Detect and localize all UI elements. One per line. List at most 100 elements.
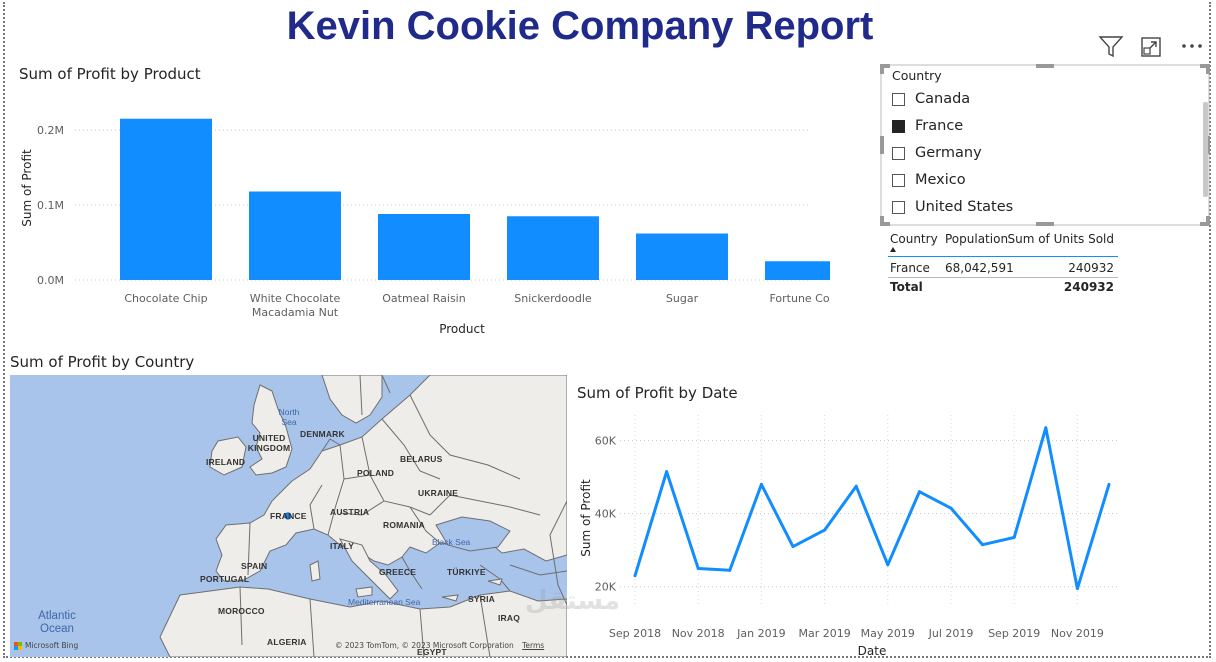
row-divider — [888, 277, 1118, 278]
slicer-option-label: United States — [915, 199, 1014, 215]
checkbox-checked-icon[interactable] — [892, 119, 905, 133]
column-header-population[interactable]: Population — [945, 232, 1009, 246]
x-tick-label: Jul 2019 — [928, 627, 974, 640]
total-value: 240932 — [1063, 280, 1114, 294]
map-terms-link[interactable]: Terms — [522, 641, 545, 650]
bar[interactable] — [507, 216, 599, 280]
profit-by-date-chart: 20K 40K 60K Sep 2018 Nov 2018 Jan 2019 Mar 201… — [579, 415, 1117, 658]
y-tick-label: 0.0M — [37, 274, 64, 287]
report-title: Kevin Cookie Company Report — [286, 4, 874, 48]
map-label-syria: SYRIA — [468, 594, 495, 604]
x-tick-label: Oatmeal Raisin — [382, 292, 465, 305]
bar[interactable] — [378, 214, 470, 280]
slicer-option-germany[interactable]: Germany — [892, 141, 982, 165]
bar[interactable] — [636, 233, 728, 281]
y-tick-label: 0.2M — [37, 124, 64, 137]
slicer-option-mexico[interactable]: Mexico — [892, 168, 966, 192]
x-tick-label: May 2019 — [861, 627, 915, 640]
focus-mode-icon[interactable] — [1141, 37, 1161, 57]
checkbox-icon[interactable] — [892, 146, 905, 160]
map-label-greece: GREECE — [379, 567, 417, 577]
filter-icon[interactable] — [1098, 36, 1124, 58]
data-point[interactable] — [1107, 482, 1111, 486]
data-point[interactable] — [696, 566, 700, 570]
slicer-option-united-states[interactable]: United States — [892, 195, 1013, 219]
data-point[interactable] — [949, 506, 953, 510]
map-title: Sum of Profit by Country — [10, 353, 195, 371]
map-label-portugal: PORTUGAL — [200, 574, 250, 584]
data-point[interactable] — [1044, 426, 1048, 430]
x-tick-label: Sep 2019 — [988, 627, 1040, 640]
x-tick-label: White Chocolate Macadamia Nut — [250, 292, 341, 319]
data-point[interactable] — [917, 490, 921, 494]
data-point[interactable] — [823, 528, 827, 532]
x-tick-label: Mar 2019 — [798, 627, 850, 640]
map-label-romania: ROMANIA — [383, 520, 426, 530]
bar[interactable] — [120, 118, 212, 280]
x-tick-label: Sugar — [666, 292, 699, 305]
map-label-black-sea: Black Sea — [432, 537, 471, 547]
more-options-icon[interactable] — [1182, 44, 1202, 48]
x-tick-label: Chocolate Chip — [124, 292, 207, 305]
map-label-north-sea: North Sea — [278, 407, 300, 427]
profit-by-country-map[interactable]: UNITED KINGDOM IRELAND DENMARK BELARUS P… — [10, 375, 567, 657]
data-point[interactable] — [981, 543, 985, 547]
map-copyright: © 2023 TomTom, © 2023 Microsoft Corporat… — [335, 641, 544, 650]
x-tick-label: Jan 2019 — [736, 627, 785, 640]
map-label-united-kingdom: UNITED KINGDOM — [247, 433, 291, 453]
series-line[interactable] — [633, 426, 1111, 591]
table-header-row: Country Population Sum of Units Sold — [888, 232, 1118, 250]
total-label: Total — [890, 280, 923, 294]
slicer-option-label: France — [915, 118, 964, 134]
column-header-country[interactable]: Country — [890, 232, 938, 246]
slicer-header: Country — [892, 68, 942, 83]
x-tick-label: Nov 2018 — [672, 627, 725, 640]
x-tick-label: Nov 2019 — [1051, 627, 1104, 640]
slicer-scrollbar[interactable] — [1203, 102, 1208, 197]
map-marker-france[interactable] — [284, 512, 292, 520]
visual-toolbar — [1096, 34, 1208, 60]
map-label-italy: ITALY — [330, 541, 355, 551]
report-canvas — [3, 2, 1211, 658]
map-land — [159, 375, 567, 657]
data-point[interactable] — [1012, 535, 1016, 539]
cell-country: France — [890, 261, 930, 275]
data-point[interactable] — [665, 470, 669, 474]
map-label-mediterranean-sea: Mediterranean Sea — [348, 597, 421, 607]
y-tick-label: 0.1M — [37, 199, 64, 212]
slicer-option-label: Germany — [915, 145, 982, 161]
checkbox-icon[interactable] — [892, 173, 905, 187]
data-point[interactable] — [886, 563, 890, 567]
bar[interactable] — [765, 261, 830, 280]
map-label-morocco: MOROCCO — [218, 606, 265, 616]
bing-logo-text: Microsoft Bing — [25, 641, 79, 650]
map-label-ireland: IRELAND — [206, 457, 246, 467]
sort-ascending-icon[interactable] — [890, 247, 896, 252]
y-tick-label: 40K — [595, 508, 617, 521]
bar-chart-title: Sum of Profit by Product — [19, 65, 201, 83]
line-chart-title: Sum of Profit by Date — [577, 384, 738, 402]
y-axis-label: Sum of Profit — [579, 479, 593, 557]
bar[interactable] — [249, 191, 341, 281]
map-label-egypt: EGYPT — [417, 647, 447, 657]
bing-logo: Microsoft Bing — [14, 641, 78, 650]
slicer-option-france[interactable]: France — [892, 114, 963, 138]
data-point[interactable] — [1075, 587, 1079, 591]
map-label-france: FRANCE — [270, 511, 307, 521]
column-header-units-sold[interactable]: Sum of Units Sold — [1007, 232, 1114, 246]
x-axis-label: Product — [439, 322, 485, 336]
map-label-atlantic-ocean: Atlantic Ocean — [38, 610, 76, 635]
data-point[interactable] — [728, 568, 732, 572]
slicer-option-label: Canada — [915, 91, 971, 107]
slicer-option-canada[interactable]: Canada — [892, 87, 970, 111]
map-label-iraq: IRAQ — [498, 613, 521, 623]
data-point[interactable] — [633, 574, 637, 578]
map-label-belarus: BELARUS — [400, 454, 443, 464]
checkbox-icon[interactable] — [892, 92, 905, 106]
data-point[interactable] — [759, 482, 763, 486]
header-underline — [888, 256, 1118, 257]
data-point[interactable] — [854, 484, 858, 488]
checkbox-icon[interactable] — [892, 200, 905, 214]
data-point[interactable] — [791, 545, 795, 549]
x-tick-label: Snickerdoodle — [514, 292, 592, 305]
